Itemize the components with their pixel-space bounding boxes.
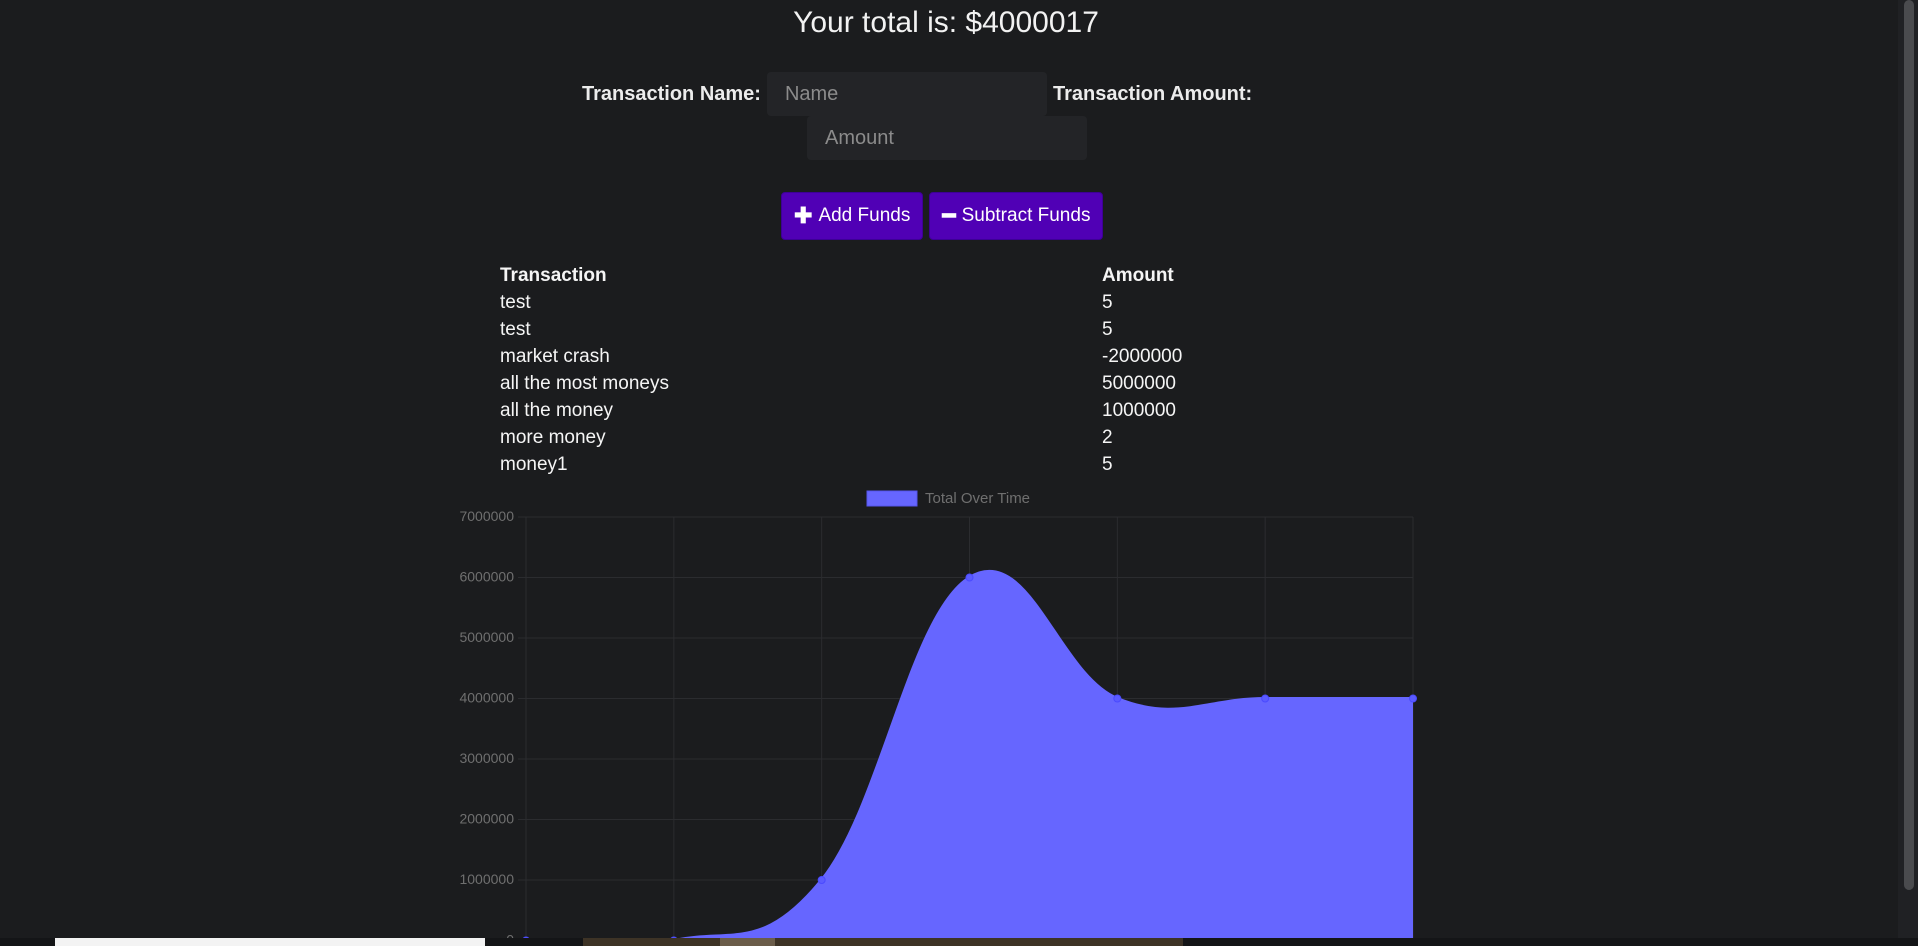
chart-y-tick-label: 7000000 (459, 508, 514, 524)
chart-data-point (1113, 694, 1122, 703)
transaction-amount-cell: 5000000 (1102, 372, 1176, 394)
chart-data-point (817, 875, 826, 884)
table-row: money1 5 (500, 451, 1220, 478)
transaction-name-cell: more money (500, 426, 606, 448)
chart-y-tick-label: 4000000 (459, 690, 514, 706)
table-row: all the money 1000000 (500, 397, 1220, 424)
scrollbar-thumb[interactable] (1904, 0, 1914, 890)
chart-area-fill (526, 571, 1413, 946)
minus-icon: ━ (942, 203, 956, 228)
transactions-table: Transaction Amount test 5 test 5 market … (500, 262, 1220, 478)
transaction-amount-cell: 2 (1102, 426, 1113, 448)
chart-legend-label: Total Over Time (925, 490, 1030, 507)
transaction-name-input[interactable] (766, 72, 1047, 116)
fund-buttons: ✚ Add Funds ━ Subtract Funds (781, 192, 1104, 240)
chart-data-point (1409, 694, 1417, 703)
column-header-transaction: Transaction (500, 264, 607, 286)
table-row: test 5 (500, 316, 1220, 343)
add-funds-label: Add Funds (818, 205, 911, 226)
transaction-amount-cell: -2000000 (1102, 345, 1183, 367)
transaction-amount-cell: 5 (1102, 291, 1113, 313)
transaction-amount-cell: 5 (1102, 318, 1113, 340)
total-over-time-chart: 7000000 6000000 5000000 4000000 3000000 20000… (430, 480, 1420, 946)
transaction-name-cell: all the most moneys (500, 372, 669, 394)
chart-data-point (965, 573, 974, 582)
table-row: test 5 (500, 289, 1220, 316)
table-row: more money 2 (500, 424, 1220, 451)
transaction-amount-cell: 5 (1102, 453, 1113, 475)
chart-data-point (1261, 694, 1270, 703)
table-header-row: Transaction Amount (500, 262, 1220, 289)
transaction-name-cell: market crash (500, 345, 610, 367)
transaction-name-cell: money1 (500, 453, 568, 475)
chart-y-tick-label: 1000000 (459, 871, 514, 887)
chart-y-tick-label: 5000000 (459, 629, 514, 645)
transaction-form-row: Transaction Name: Transaction Amount: (582, 71, 1252, 117)
column-header-amount: Amount (1102, 264, 1174, 286)
table-row: all the most moneys 5000000 (500, 370, 1220, 397)
chart-y-tick-label: 3000000 (459, 750, 514, 766)
taskbar-window-tab (720, 938, 775, 946)
chart-svg: 7000000 6000000 5000000 4000000 3000000 20000… (459, 490, 1417, 946)
total-heading: Your total is: $4000017 (793, 6, 1099, 39)
add-funds-button[interactable]: ✚ Add Funds (781, 192, 924, 240)
transaction-amount-label: Transaction Amount: (1052, 82, 1253, 105)
transaction-name-cell: test (500, 291, 531, 313)
transaction-name-cell: all the money (500, 399, 614, 421)
vertical-scrollbar[interactable] (1898, 0, 1918, 946)
transaction-amount-input[interactable] (807, 116, 1087, 160)
taskbar-strip (0, 938, 1918, 946)
transaction-amount-cell: 1000000 (1102, 399, 1176, 421)
table-row: market crash -2000000 (500, 343, 1220, 370)
subtract-funds-button[interactable]: ━ Subtract Funds (929, 192, 1104, 240)
transaction-name-cell: test (500, 318, 531, 340)
transaction-name-label: Transaction Name: (582, 82, 761, 105)
chart-legend-swatch (866, 490, 918, 507)
chart-y-tick-label: 6000000 (459, 569, 514, 585)
plus-icon: ✚ (794, 203, 813, 228)
taskbar-window-white (55, 938, 485, 946)
subtract-funds-label: Subtract Funds (961, 205, 1091, 226)
taskbar-window-image (583, 938, 1183, 946)
chart-y-tick-label: 2000000 (459, 811, 514, 827)
